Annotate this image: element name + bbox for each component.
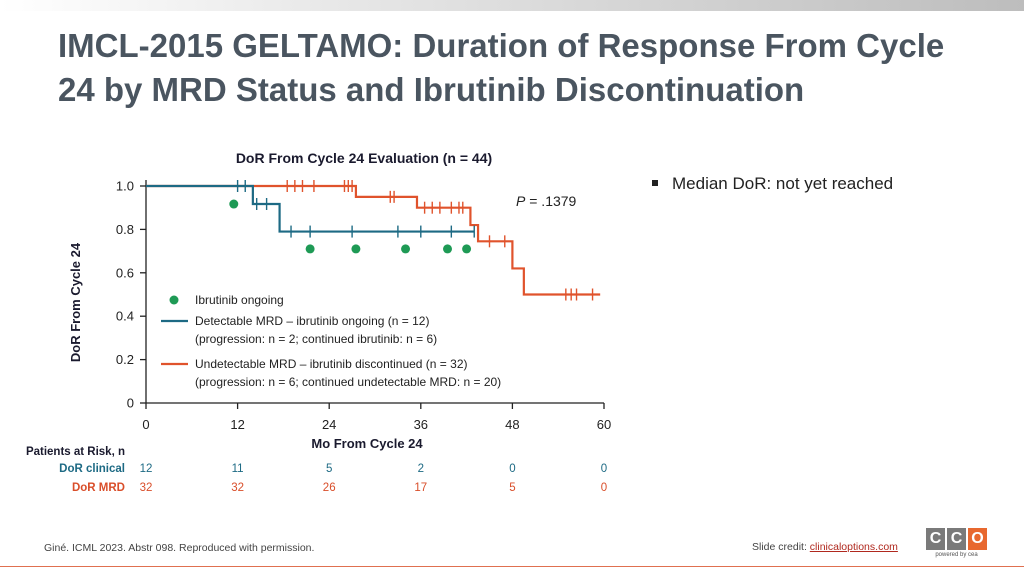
legend-label: Undetectable MRD – ibrutinib discontinue… xyxy=(195,357,467,371)
logo-letter-o: O xyxy=(968,528,987,550)
logo-letter-c1: C xyxy=(926,528,945,550)
x-axis-label: Mo From Cycle 24 xyxy=(311,436,423,451)
bullet-text: Median DoR: not yet reached xyxy=(672,174,894,193)
y-tick-label: 0.4 xyxy=(116,309,134,324)
risk-value: 26 xyxy=(323,482,336,494)
slide-credit: Slide credit: clinicaloptions.com xyxy=(752,541,898,553)
risk-row-label: DoR MRD xyxy=(72,482,125,494)
risk-row-label: DoR clinical xyxy=(59,463,125,475)
x-tick-label: 0 xyxy=(142,417,149,432)
risk-value: 5 xyxy=(326,463,332,475)
y-tick-label: 0 xyxy=(127,396,134,411)
legend-ongoing-label: Ibrutinib ongoing xyxy=(195,293,284,307)
legend-note: (progression: n = 2; continued ibrutinib… xyxy=(195,332,437,346)
y-tick-label: 1.0 xyxy=(116,179,134,194)
ibrutinib-ongoing-marker xyxy=(401,244,411,254)
p-value: P = .1379 xyxy=(516,193,577,209)
cco-logo: C C O powered by cea xyxy=(926,528,987,558)
logo-subtitle: powered by cea xyxy=(935,552,978,558)
ibrutinib-ongoing-marker xyxy=(305,244,315,254)
risk-value: 12 xyxy=(140,463,153,475)
risk-value: 32 xyxy=(140,482,153,494)
risk-value: 2 xyxy=(418,463,424,475)
legend-ongoing-marker xyxy=(169,295,179,305)
km-chart: DoR From Cycle 24 Evaluation (n = 44) 0 0.… xyxy=(26,150,611,494)
risk-table-title: Patients at Risk, n xyxy=(26,446,125,458)
bullet-median-dor: Median DoR: not yet reached xyxy=(652,174,893,194)
risk-value: 0 xyxy=(601,482,607,494)
y-tick-label: 0.2 xyxy=(116,352,134,367)
bottom-rule xyxy=(0,566,1024,567)
slide-title: IMCL-2015 GELTAMO: Duration of Response … xyxy=(58,27,945,108)
p-value-number: = .1379 xyxy=(525,193,576,209)
risk-value: 5 xyxy=(509,482,515,494)
top-gradient-bar xyxy=(0,0,1024,11)
credit-prefix: Slide credit: xyxy=(752,541,810,553)
x-tick-label: 12 xyxy=(230,417,244,432)
chart-title: DoR From Cycle 24 Evaluation (n = 44) xyxy=(236,150,492,166)
legend-label: Detectable MRD – ibrutinib ongoing (n = … xyxy=(195,314,429,328)
km-curve-undetectable-mrd xyxy=(146,184,601,296)
logo-letter-c2: C xyxy=(947,528,966,550)
ibrutinib-ongoing-marker xyxy=(462,244,472,254)
legend-note: (progression: n = 6; continued undetecta… xyxy=(195,375,501,389)
y-tick-label: 0.8 xyxy=(116,222,134,237)
square-bullet-icon xyxy=(652,179,658,186)
p-value-letter: P xyxy=(516,193,526,209)
risk-value: 0 xyxy=(601,463,607,475)
x-tick-label: 60 xyxy=(597,417,611,432)
x-tick-label: 48 xyxy=(505,417,519,432)
credit-link[interactable]: clinicaloptions.com xyxy=(809,541,898,553)
ibrutinib-ongoing-marker xyxy=(351,244,361,254)
risk-value: 11 xyxy=(232,463,244,475)
risk-value: 0 xyxy=(509,463,515,475)
x-tick-label: 36 xyxy=(414,417,428,432)
ibrutinib-ongoing-marker xyxy=(443,244,453,254)
ibrutinib-ongoing-marker xyxy=(229,199,239,209)
y-tick-label: 0.6 xyxy=(116,265,134,280)
y-axis-label: DoR From Cycle 24 xyxy=(68,242,83,362)
risk-value: 32 xyxy=(231,482,244,494)
x-tick-label: 24 xyxy=(322,417,336,432)
footnote: Giné. ICML 2023. Abstr 098. Reproduced w… xyxy=(44,542,315,554)
risk-value: 17 xyxy=(414,482,427,494)
